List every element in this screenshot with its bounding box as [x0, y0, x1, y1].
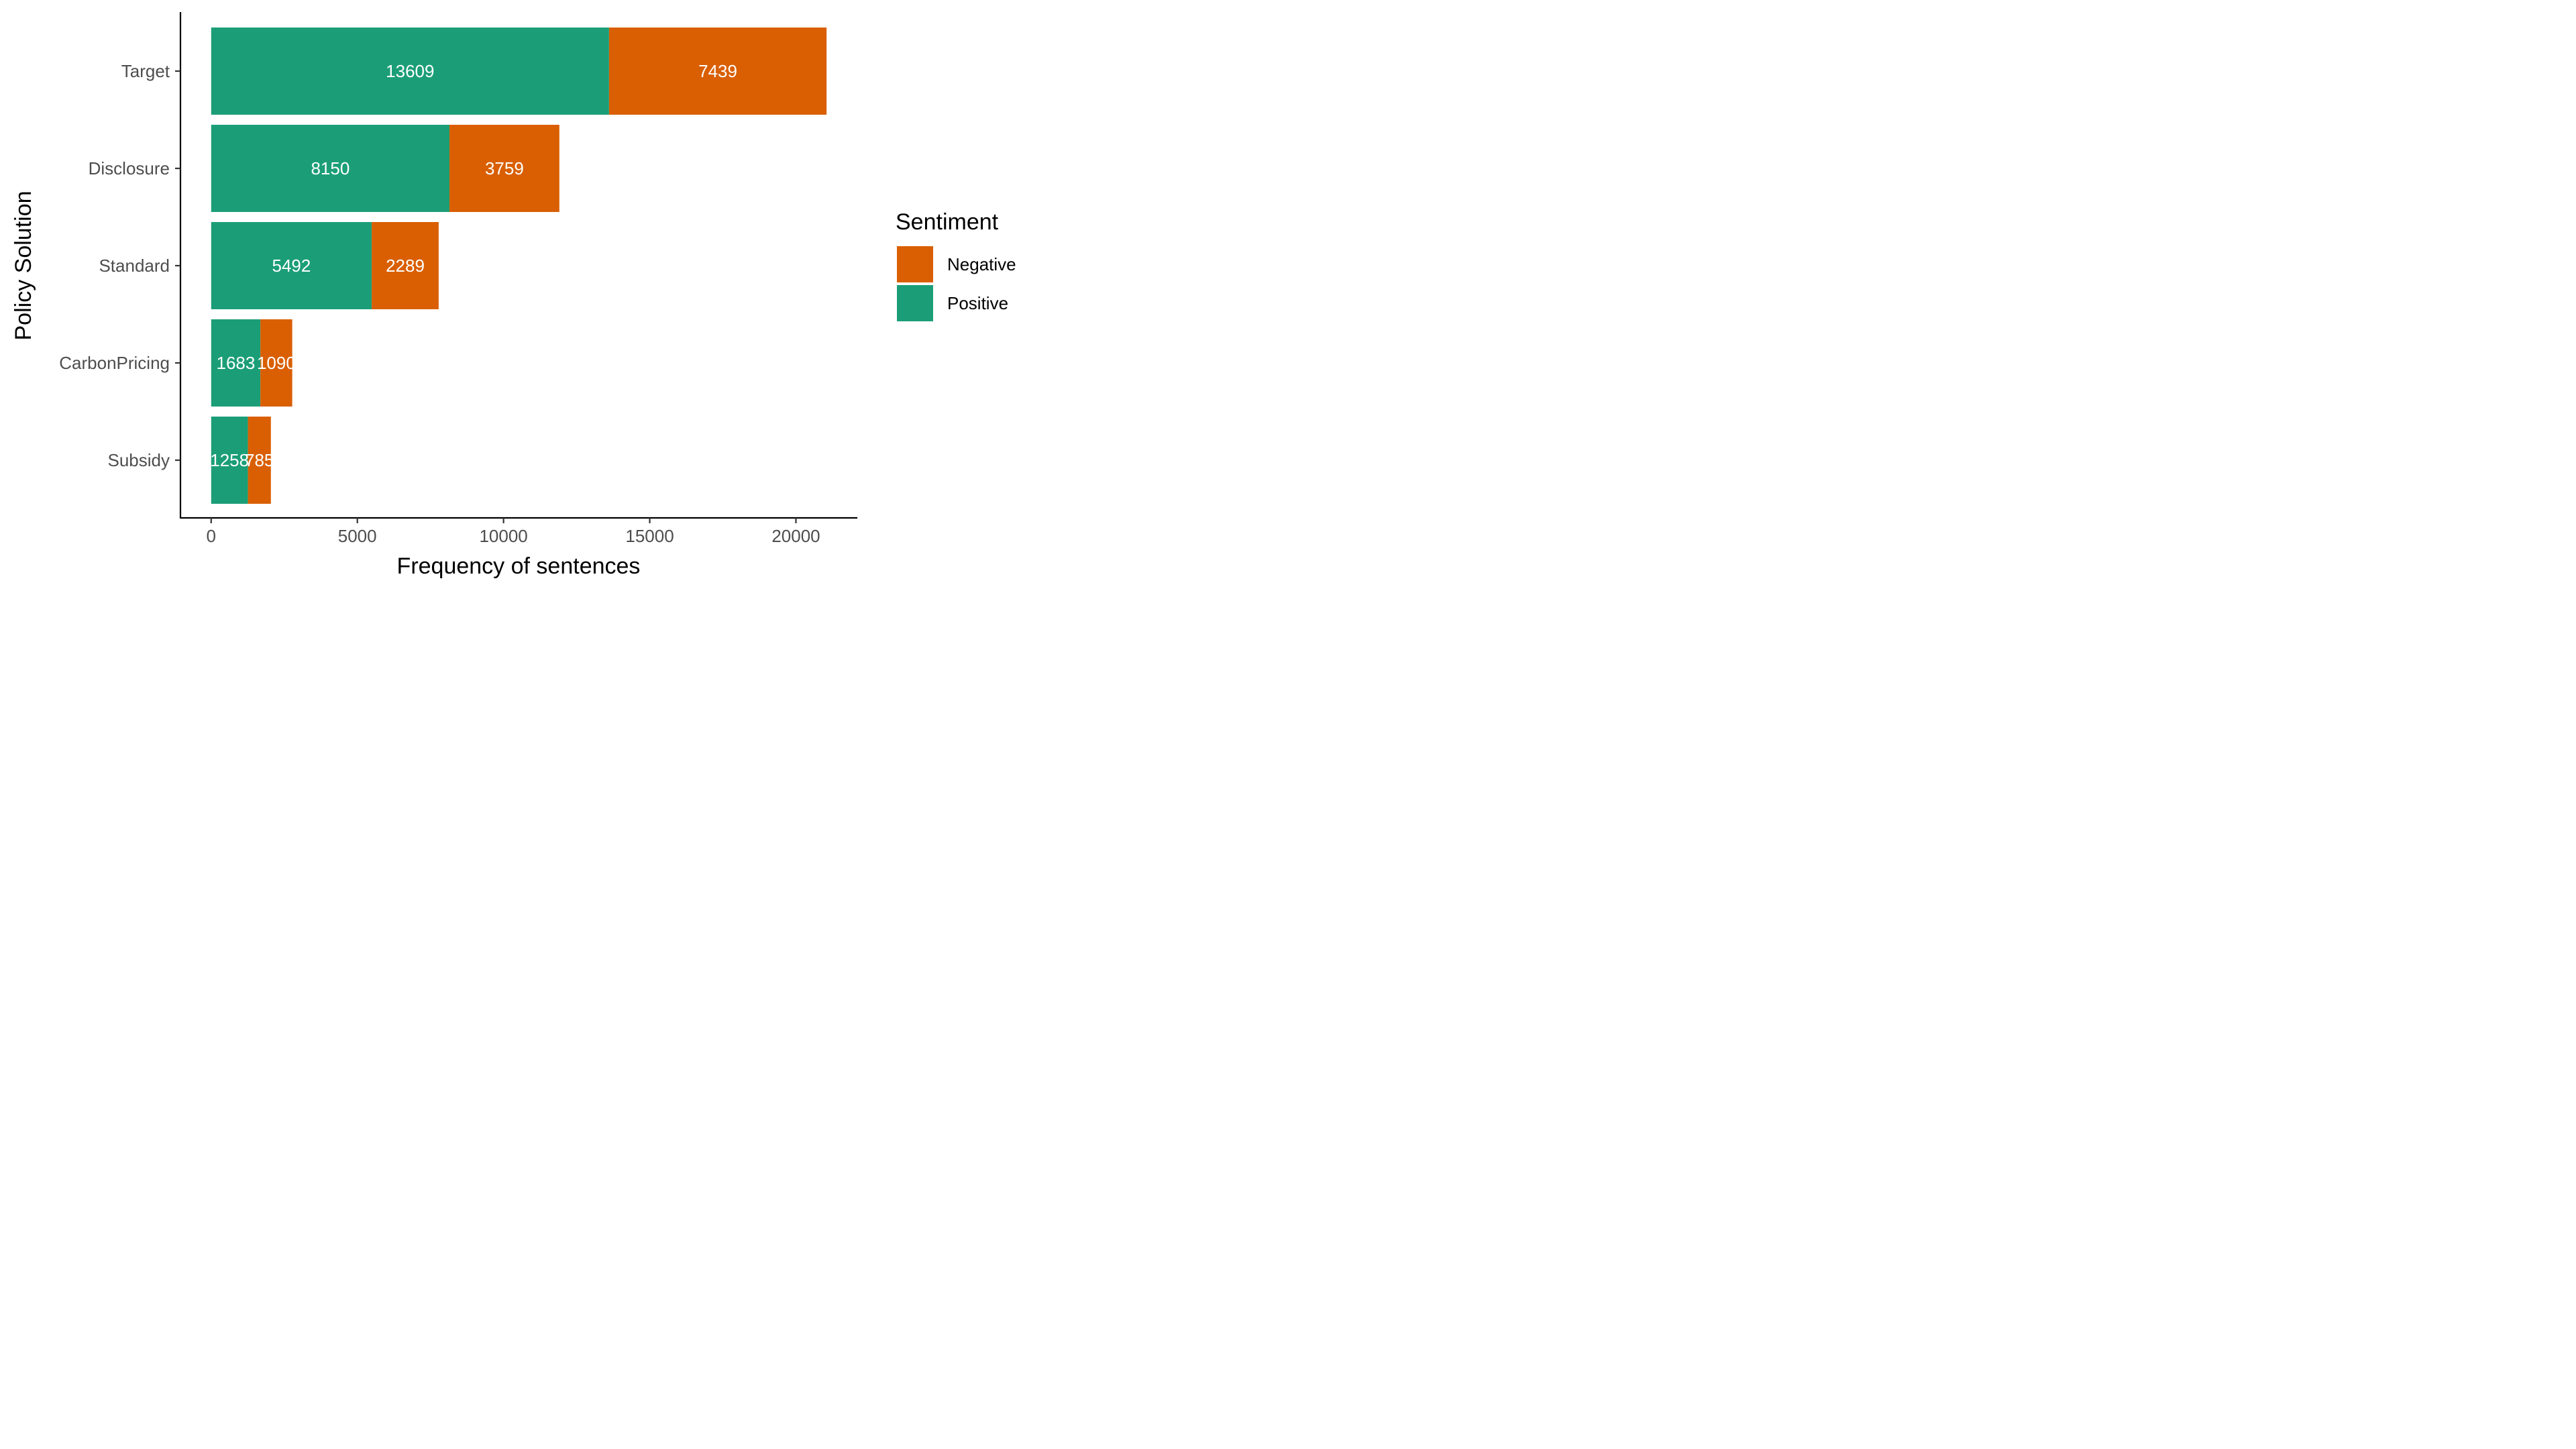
x-ticks-layer: 0 5000 10000 15000 20000	[207, 518, 820, 546]
legend-title: Sentiment	[896, 209, 999, 235]
legend-entries: Negative Positive	[897, 246, 1016, 321]
bars-layer	[211, 28, 827, 504]
bar-value-label-positive: 1683	[217, 353, 256, 373]
bar-value-label-positive: 8150	[311, 158, 350, 178]
bar-value-label-negative: 3759	[485, 158, 524, 178]
bar-value-label-positive: 13609	[386, 61, 434, 81]
y-tick-label: CarbonPricing	[59, 353, 170, 373]
y-ticks-layer: Target Disclosure Standard CarbonPricing Sub…	[59, 61, 180, 470]
x-tick-label: 0	[207, 526, 216, 546]
x-tick-label: 15000	[625, 526, 674, 546]
bar-positive	[211, 417, 248, 504]
y-axis-title: Policy Solution	[11, 191, 36, 340]
bar-positive	[211, 28, 609, 115]
bar-negative	[608, 28, 827, 115]
chart: 13609 7439 8150 3759 5492 2289 1683 1090 1258 785…	[0, 0, 1041, 586]
bar-negative	[372, 222, 439, 309]
bar-value-label-negative: 7439	[698, 61, 737, 81]
bar-value-label-negative: 785	[245, 450, 274, 470]
legend: Sentiment Negative Positive	[896, 209, 1016, 321]
bar-value-label-negative: 2289	[386, 256, 425, 276]
y-tick-label: Target	[121, 61, 170, 81]
bar-value-label-negative: 1090	[257, 353, 296, 373]
legend-label-negative: Negative	[947, 254, 1016, 274]
y-tick-label: Subsidy	[108, 450, 170, 470]
y-tick-label: Disclosure	[89, 158, 170, 178]
x-tick-label: 20000	[771, 526, 820, 546]
x-axis-title: Frequency of sentences	[397, 553, 641, 579]
bar-negative	[449, 125, 559, 212]
bar-positive	[211, 319, 261, 407]
bar-negative	[260, 319, 292, 407]
bar-positive	[211, 125, 449, 212]
x-tick-label: 10000	[479, 526, 527, 546]
legend-key-negative	[897, 246, 933, 282]
legend-label-positive: Positive	[947, 293, 1008, 313]
x-tick-label: 5000	[338, 526, 377, 546]
bar-value-label-positive: 1258	[210, 450, 249, 470]
legend-key-positive	[897, 285, 933, 321]
bar-value-label-positive: 5492	[272, 256, 311, 276]
bar-positive	[211, 222, 372, 309]
y-tick-label: Standard	[99, 256, 170, 276]
chart-svg: 13609 7439 8150 3759 5492 2289 1683 1090 1258785…	[11, 12, 1016, 579]
bar-negative	[248, 417, 271, 504]
